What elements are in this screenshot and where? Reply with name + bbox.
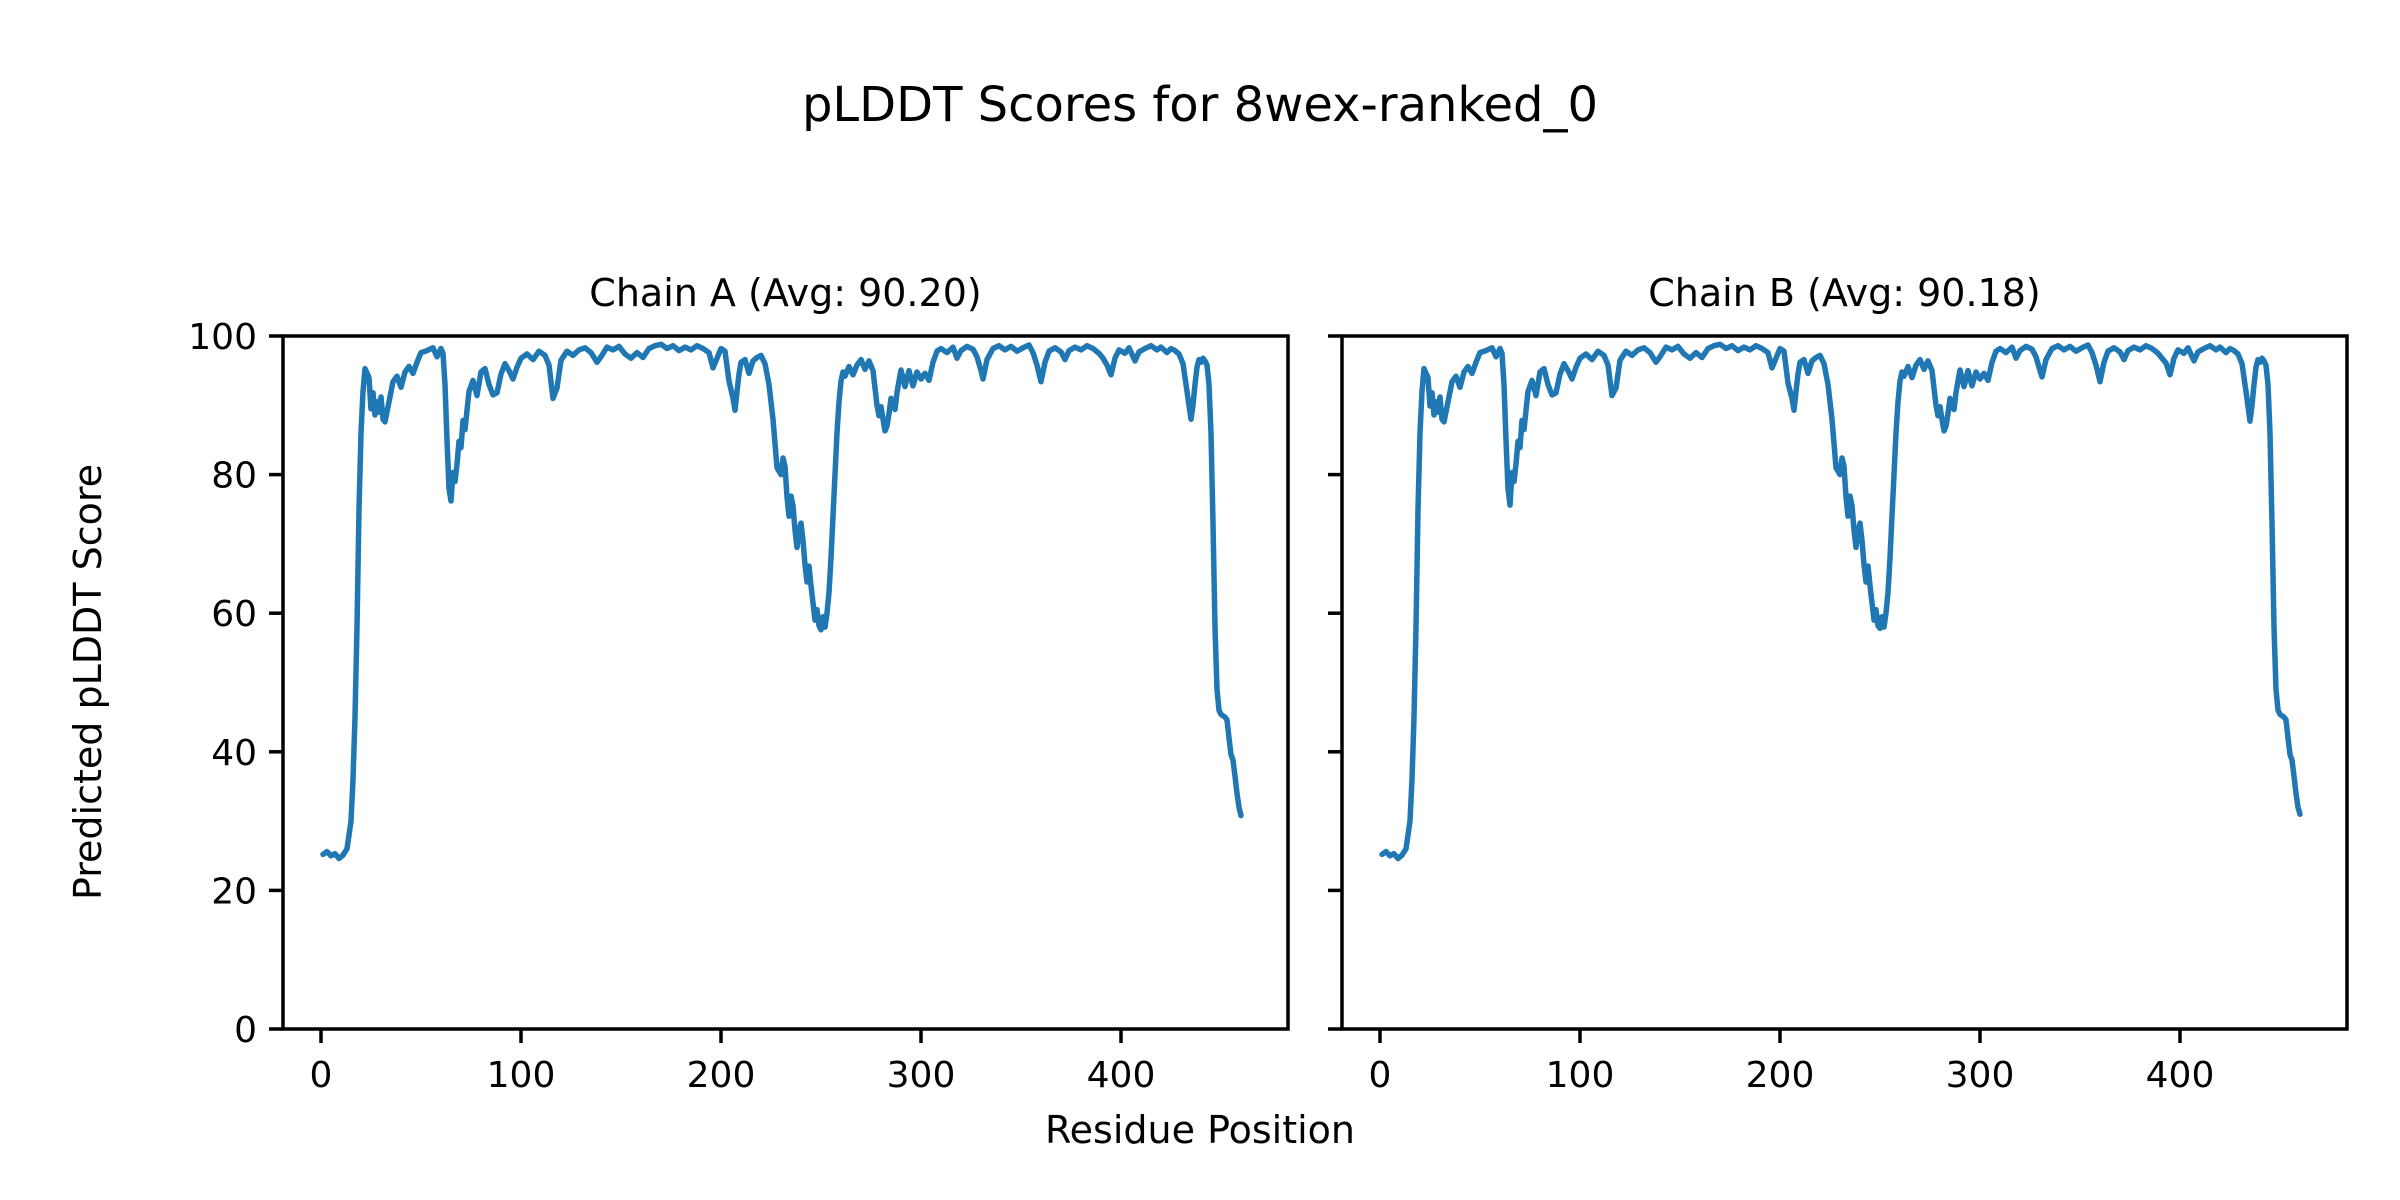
figure-title: pLDDT Scores for 8wex-ranked_0: [801, 77, 1599, 133]
y-tick-label: 40: [211, 733, 257, 774]
plot-frame: [281, 334, 1290, 1031]
subplot-title-chain-b: Chain B (Avg: 90.18): [1648, 271, 2041, 315]
y-tick-label: 20: [211, 871, 257, 912]
x-tick-label: 200: [1746, 1055, 1815, 1096]
plot-frame: [1340, 334, 2349, 1031]
y-tick-label: 60: [211, 594, 257, 635]
y-tick-label: 80: [211, 456, 257, 497]
y-tick-label: 100: [188, 317, 257, 358]
x-tick-label: 0: [1369, 1055, 1392, 1096]
x-tick-label: 300: [887, 1055, 956, 1096]
y-axis-label: Predicted pLDDT Score: [66, 464, 110, 900]
subplot-chain-b: 0 100 200 300 400: [1328, 334, 2349, 1096]
x-axis-label: Residue Position: [1044, 1108, 1356, 1152]
x-tick-label: 100: [1546, 1055, 1615, 1096]
plddt-line-chain-a: [320, 341, 1244, 862]
x-tick-label: 300: [1946, 1055, 2015, 1096]
x-tick-label: 0: [310, 1055, 333, 1096]
subplot-chain-a: 0 100 200 300 400 0 20 40 60 80 100: [188, 317, 1290, 1096]
y-tick-label: 0: [234, 1010, 257, 1051]
x-tick-label: 200: [687, 1055, 756, 1096]
x-tick-label: 100: [487, 1055, 556, 1096]
x-tick-label: 400: [1087, 1055, 1156, 1096]
x-tick-label: 400: [2146, 1055, 2215, 1096]
plddt-line-chain-b: [1379, 341, 2303, 862]
subplot-title-chain-a: Chain A (Avg: 90.20): [589, 271, 982, 315]
